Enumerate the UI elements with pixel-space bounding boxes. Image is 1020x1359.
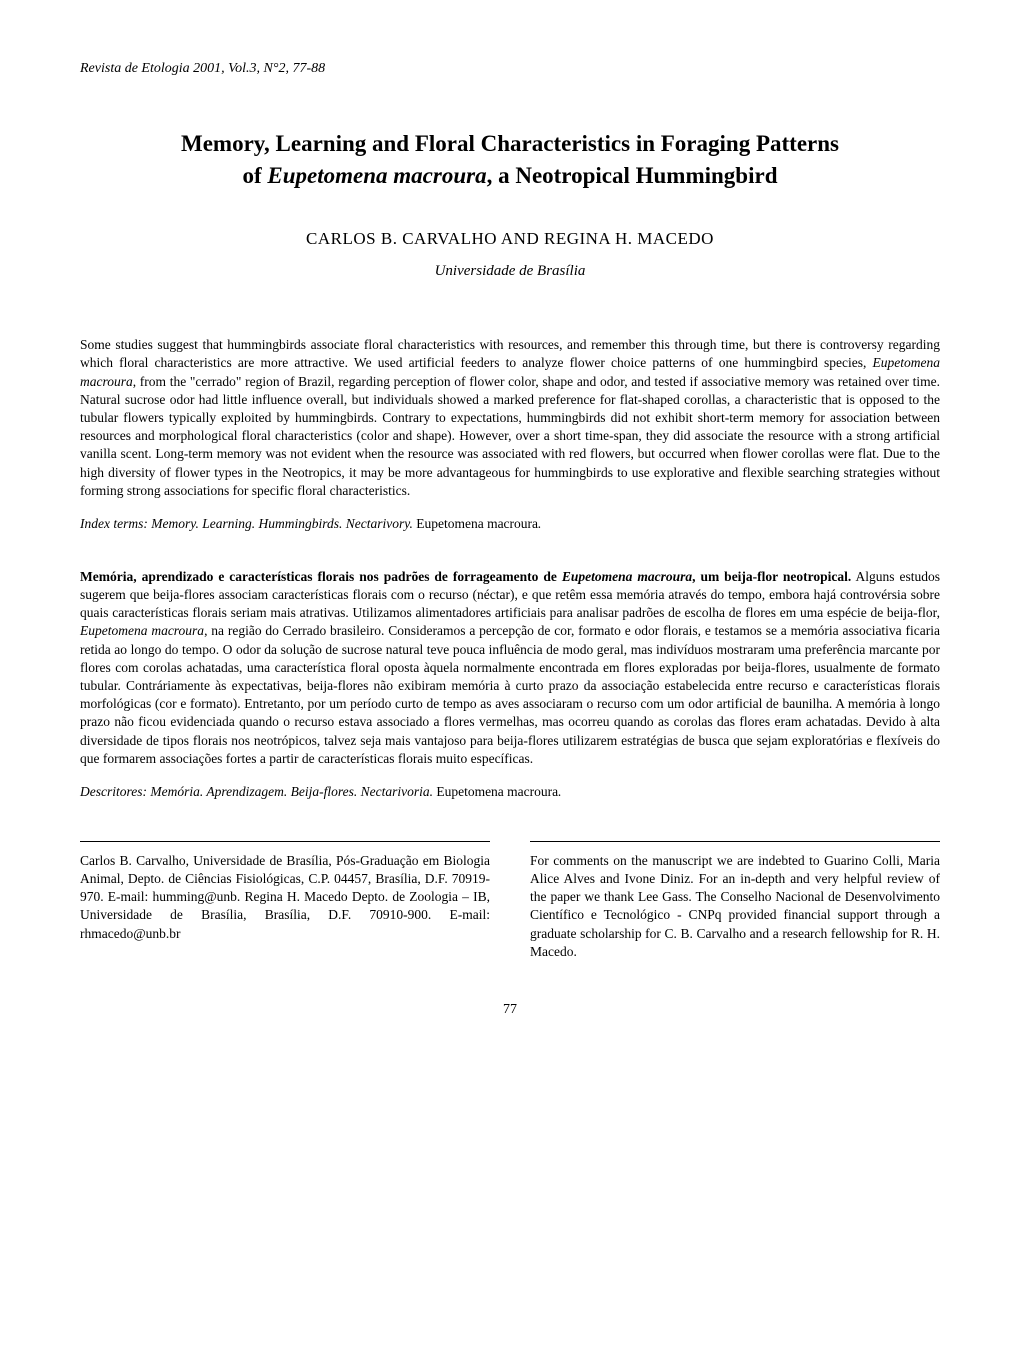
page-number: 77 bbox=[80, 1001, 940, 1019]
title-line2-suffix: , a Neotropical Hummingbird bbox=[487, 163, 778, 188]
descritores: Descritores: Memória. Aprendizagem. Beij… bbox=[80, 783, 940, 801]
abstract-english: Some studies suggest that hummingbirds a… bbox=[80, 336, 940, 500]
title-line1: Memory, Learning and Floral Characterist… bbox=[181, 131, 839, 156]
pt-title-suffix: , um beija-flor neotropical. bbox=[692, 569, 851, 584]
abstract-pt-species: Eupetomena macroura bbox=[80, 623, 204, 638]
abstract-pt-part2: , na região do Cerrado brasileiro. Consi… bbox=[80, 623, 940, 766]
authors: CARLOS B. CARVALHO AND REGINA H. MACEDO bbox=[80, 228, 940, 250]
descritores-suffix: . bbox=[558, 784, 561, 799]
footer-right-column: For comments on the manuscript we are in… bbox=[530, 841, 940, 961]
affiliation: Universidade de Brasília bbox=[80, 262, 940, 282]
abstract-en-part1: Some studies suggest that hummingbirds a… bbox=[80, 337, 940, 370]
footer: Carlos B. Carvalho, Universidade de Bras… bbox=[80, 841, 940, 961]
title-line2-prefix: of bbox=[242, 163, 267, 188]
index-terms-species: Eupetomena macroura bbox=[416, 516, 538, 531]
abstract-portuguese: Memória, aprendizado e características f… bbox=[80, 568, 940, 768]
journal-header: Revista de Etologia 2001, Vol.3, N°2, 77… bbox=[80, 60, 940, 78]
index-terms-suffix: . bbox=[538, 516, 541, 531]
title-species: Eupetomena macroura bbox=[267, 163, 486, 188]
footer-divider-left bbox=[80, 841, 490, 842]
index-terms-label: Index terms: Memory. Learning. Hummingbi… bbox=[80, 516, 416, 531]
descritores-species: Eupetomena macroura bbox=[436, 784, 558, 799]
pt-title-text: Memória, aprendizado e características f… bbox=[80, 569, 562, 584]
footer-left-text: Carlos B. Carvalho, Universidade de Bras… bbox=[80, 852, 490, 943]
abstract-en-part2: , from the "cerrado" region of Brazil, r… bbox=[80, 374, 940, 498]
footer-divider-right bbox=[530, 841, 940, 842]
article-title: Memory, Learning and Floral Characterist… bbox=[80, 128, 940, 192]
descritores-label: Descritores: Memória. Aprendizagem. Beij… bbox=[80, 784, 436, 799]
footer-left-column: Carlos B. Carvalho, Universidade de Bras… bbox=[80, 841, 490, 961]
index-terms: Index terms: Memory. Learning. Hummingbi… bbox=[80, 515, 940, 533]
footer-right-text: For comments on the manuscript we are in… bbox=[530, 852, 940, 961]
pt-title-species: Eupetomena macroura bbox=[562, 569, 692, 584]
